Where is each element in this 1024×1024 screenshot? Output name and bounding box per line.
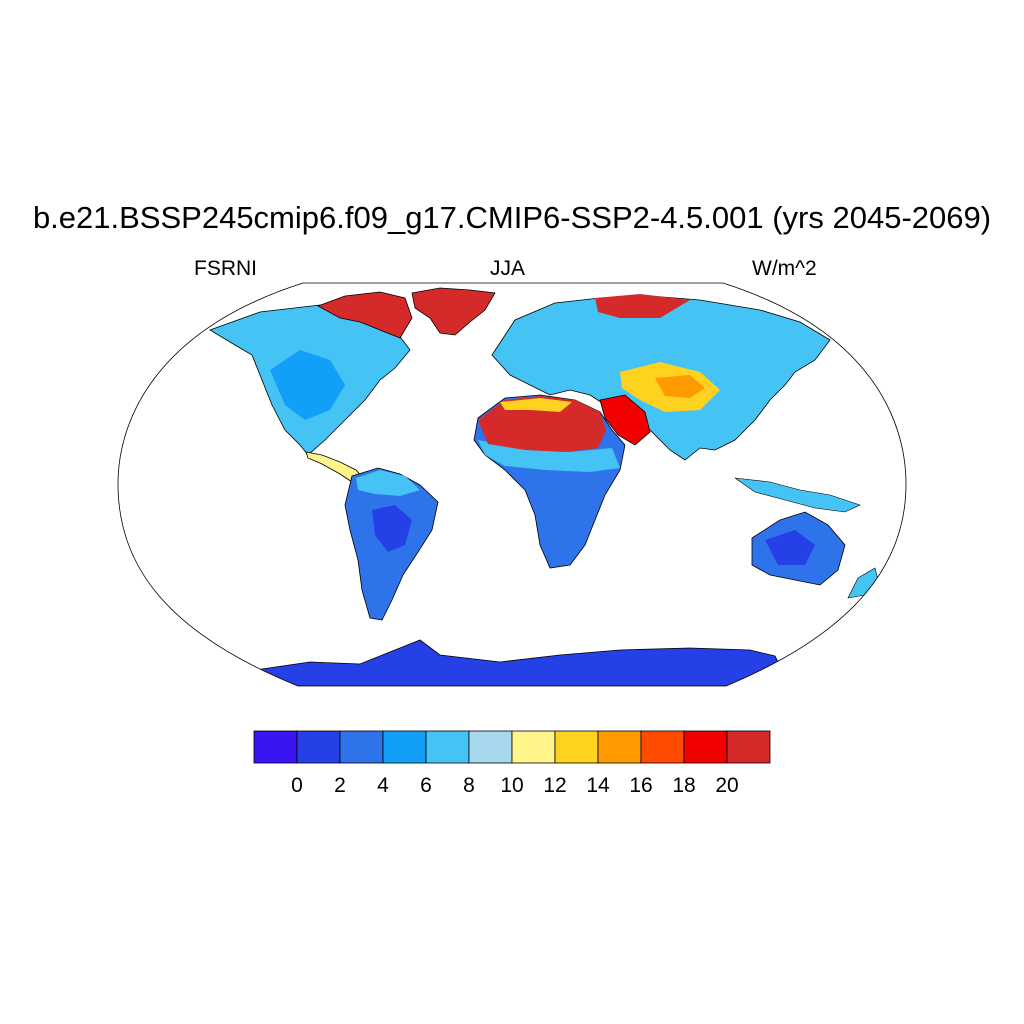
colorbar-tick-label: 20 [715,774,738,797]
colorbar-tick-label: 16 [629,774,652,797]
colorbar-tick-label: 6 [420,774,432,797]
colorbar-swatch [382,730,427,764]
colorbar-swatch [425,730,470,764]
colorbar-tick-label: 0 [291,774,303,797]
variable-label: FSRNI [194,257,257,280]
colorbar-tick-label: 8 [463,774,475,797]
colorbar-tick-label: 12 [543,774,566,797]
colorbar-tick-label: 2 [334,774,346,797]
season-label: JJA [490,257,526,280]
maritime-continent [734,477,861,513]
colorbar-swatch [468,730,513,764]
south-america-north [356,470,420,496]
greenland [411,287,496,336]
colorbar-swatch [683,730,728,764]
colorbar-swatch [339,730,384,764]
asia-hotspot [655,375,705,398]
colorbar-swatch [511,730,556,764]
siberian-coast [595,294,690,318]
colorbar-tick-label: 14 [586,774,610,797]
south-america-core [372,505,412,552]
map-boundary [117,282,907,687]
arabian-peninsula [599,394,651,446]
colorbar-swatch [640,730,685,764]
antarctica [228,639,791,686]
colorbar-swatch [296,730,341,764]
australia-interior [765,530,815,565]
plot-title: b.e21.BSSP245cmip6.f09_g17.CMIP6-SSP2-4.… [32,200,992,235]
colorbar-swatch [726,730,771,764]
colorbar-swatch [597,730,642,764]
units-label: W/m^2 [752,257,817,280]
canadian-arctic [317,291,413,339]
north-america-blue-patch [270,350,345,420]
colorbar-tick-label: 18 [672,774,695,797]
sahara-edge [500,398,572,412]
colorbar: 0 2 4 6 8 10 12 14 16 18 20 [253,730,771,797]
colorbar-tick-label: 4 [377,774,389,797]
land-fields [209,287,879,686]
colorbar-swatch [554,730,599,764]
colorbar-tick-label: 10 [500,774,523,797]
colorbar-swatch [253,730,298,764]
